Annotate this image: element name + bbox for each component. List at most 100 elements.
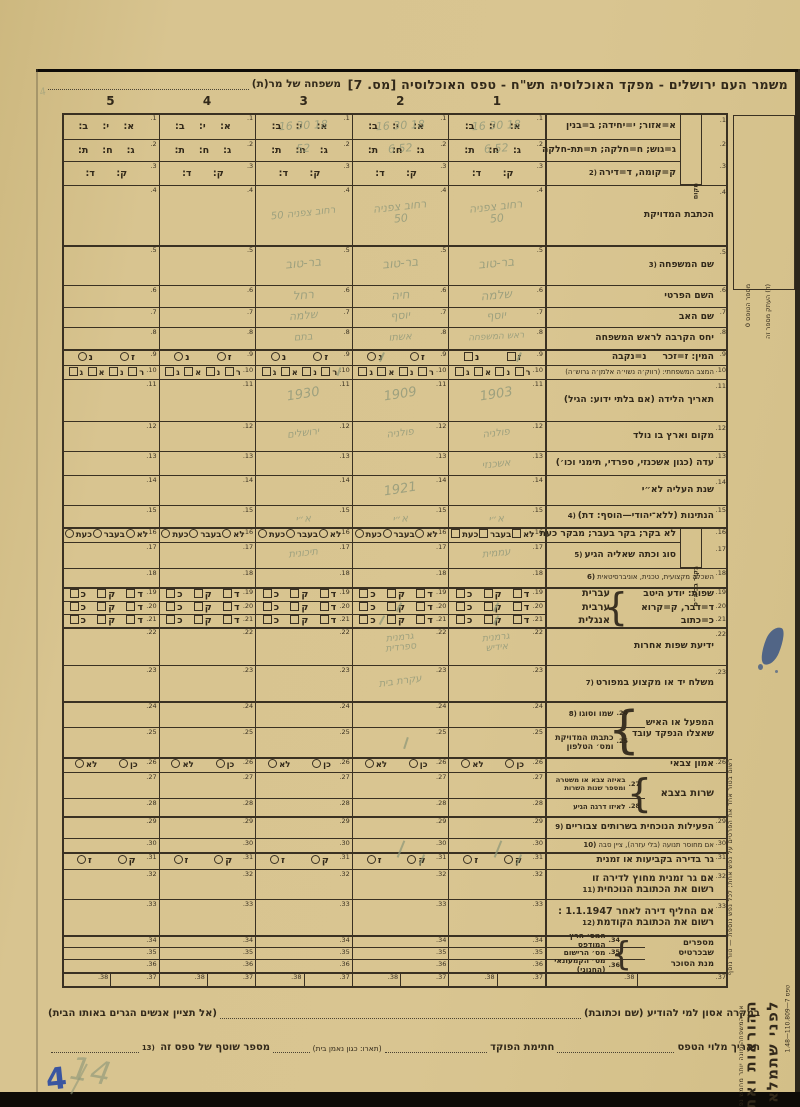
cell-c4-r19[interactable]: .19 ד ק כ xyxy=(159,587,256,601)
cell-c4-r34[interactable]: .34 xyxy=(159,935,256,947)
fill-date-field[interactable] xyxy=(557,1043,675,1053)
cell-c4-r24[interactable]: .24 xyxy=(159,701,256,727)
checkbox-r21-0[interactable] xyxy=(512,615,522,624)
cell-r38-z5[interactable]: .38 xyxy=(624,973,635,981)
cell-c1-r3[interactable]: .3 ק: ד: xyxy=(448,161,545,185)
cell-c1-r36[interactable]: .36 xyxy=(448,959,545,972)
cell-c2-r3[interactable]: .3 ק: ד: xyxy=(352,161,449,185)
cell-c2-r35[interactable]: .35 xyxy=(352,947,449,959)
cell-c3-r35[interactable]: .35 xyxy=(255,947,352,959)
checkbox-r21-2[interactable] xyxy=(166,615,176,624)
cell-c1-r18[interactable]: .18 xyxy=(448,568,545,587)
checkbox-r19-1[interactable] xyxy=(290,588,300,598)
cell-c1-r25[interactable]: .25 xyxy=(448,727,545,757)
cell-c5-r14[interactable]: .14 xyxy=(62,475,159,505)
cell-c4-r36[interactable]: .36 xyxy=(159,959,256,972)
cell-c1-r34[interactable]: .34 xyxy=(448,935,545,947)
cell-c1-r26[interactable]: .26 כן לא xyxy=(448,757,545,772)
checkbox-r10-0[interactable] xyxy=(514,367,524,376)
cell-c1-r14[interactable]: .14 xyxy=(448,475,545,505)
cell-c5-r24[interactable]: .24 xyxy=(62,701,159,727)
cell-c4-r20[interactable]: .20 ד ק כ xyxy=(159,601,256,614)
checkbox-r16-2[interactable] xyxy=(257,529,267,538)
cell-c5-r2[interactable]: .2 ג: ח: ת: xyxy=(62,139,159,161)
checkbox-r26-1[interactable] xyxy=(364,759,374,768)
checkbox-r10-1[interactable] xyxy=(205,367,215,376)
checkbox-r26-0[interactable] xyxy=(408,759,418,768)
checkbox-r10-1[interactable] xyxy=(495,367,505,376)
checkbox-r20-0[interactable] xyxy=(223,602,232,611)
cell-c1-r21[interactable]: .21 ד ק כ xyxy=(448,614,545,627)
cell-c2-r6[interactable]: .6 xyxy=(352,285,449,307)
checkbox-r10-2[interactable] xyxy=(280,367,290,376)
checkbox-r26-1[interactable] xyxy=(461,759,471,768)
cell-c2-r21[interactable]: .21 ד ק כ xyxy=(352,614,449,627)
cell-c4-r13[interactable]: .13 xyxy=(159,451,256,475)
checkbox-r20-1[interactable] xyxy=(387,602,396,611)
checkbox-r10-2[interactable] xyxy=(184,367,194,376)
cell-c4-r16[interactable]: .16 לא בעבר כעת xyxy=(159,527,256,542)
cell-c3-r24[interactable]: .24 xyxy=(255,701,352,727)
cell-c1-r33[interactable]: .33 xyxy=(448,899,545,935)
cell-c4-r11[interactable]: .11 xyxy=(159,379,256,421)
checkbox-r26-0[interactable] xyxy=(505,759,515,768)
cell-c1-r32[interactable]: .32 xyxy=(448,869,545,899)
cell-r38-z1[interactable]: .38 xyxy=(194,973,205,981)
cell-c2-r1[interactable]: .1 א: י: ב: xyxy=(352,113,449,139)
checkbox-r31-0[interactable] xyxy=(214,855,224,864)
checkbox-r21-1[interactable] xyxy=(193,615,203,624)
cell-r38-z3[interactable]: .38 xyxy=(387,973,399,981)
checkbox-r19-0[interactable] xyxy=(319,588,329,598)
cell-c3-r28[interactable]: .28 xyxy=(255,798,352,816)
checkbox-r20-0[interactable] xyxy=(416,602,426,611)
checkbox-r10-3[interactable] xyxy=(358,367,368,376)
cell-c4-r26[interactable]: .26 כן לא xyxy=(159,757,256,772)
cell-c1-r10[interactable]: .10 ר נ א ג xyxy=(448,365,545,379)
cell-c4-r22[interactable]: .22 xyxy=(159,627,256,665)
cell-c4-r6[interactable]: .6 xyxy=(159,285,256,307)
checkbox-r10-2[interactable] xyxy=(474,367,484,376)
checkbox-r31-1[interactable] xyxy=(76,855,86,864)
cell-c1-r7[interactable]: .7 xyxy=(448,307,545,327)
cell-c3-r3[interactable]: .3 ק: ד: xyxy=(255,161,352,185)
cell-r37-z3[interactable]: .37 xyxy=(436,973,447,981)
cell-c2-r10[interactable]: .10 ר נ א ג xyxy=(352,365,449,379)
cell-c5-r26[interactable]: .26 כן לא xyxy=(62,757,159,772)
checkbox-r20-2[interactable] xyxy=(69,602,79,611)
checkbox-r10-3[interactable] xyxy=(68,367,78,376)
checkbox-r10-2[interactable] xyxy=(87,367,97,376)
cell-c5-r7[interactable]: .7 xyxy=(62,307,159,327)
checkbox-r21-1[interactable] xyxy=(290,615,300,624)
cell-c3-r21[interactable]: .21 ד ק כ xyxy=(255,614,352,627)
checkbox-r19-1[interactable] xyxy=(97,588,107,598)
cell-c3-r5[interactable]: .5 xyxy=(255,245,352,285)
cell-c3-r10[interactable]: .10 ר נ א ג xyxy=(255,365,352,379)
checkbox-r16-1[interactable] xyxy=(479,529,489,538)
cell-c5-r22[interactable]: .22 xyxy=(62,627,159,665)
cell-r37-z5[interactable]: .37 xyxy=(715,973,726,981)
cell-c1-r13[interactable]: .13 xyxy=(448,451,545,475)
cell-c2-r20[interactable]: .20 ד ק כ xyxy=(352,601,449,614)
cell-c5-r10[interactable]: .10 ר נ א ג xyxy=(62,365,159,379)
checkbox-r31-1[interactable] xyxy=(173,855,183,864)
checkbox-r16-1[interactable] xyxy=(189,529,199,538)
checkbox-r16-0[interactable] xyxy=(511,529,521,538)
checkbox-r31-1[interactable] xyxy=(366,855,376,864)
checkbox-r20-2[interactable] xyxy=(359,602,369,611)
checkbox-r20-0[interactable] xyxy=(512,602,522,611)
checkbox-r19-1[interactable] xyxy=(193,588,203,598)
checkbox-r21-0[interactable] xyxy=(319,615,329,624)
cell-c2-r34[interactable]: .34 xyxy=(352,935,449,947)
cell-c2-r4[interactable]: .4 xyxy=(352,185,449,245)
emergency-field[interactable] xyxy=(219,1009,582,1019)
cell-c5-r3[interactable]: .3 ק: ד: xyxy=(62,161,159,185)
cell-c3-r36[interactable]: .36 xyxy=(255,959,352,972)
checkbox-r10-0[interactable] xyxy=(128,367,138,376)
checkbox-r19-0[interactable] xyxy=(416,588,426,598)
checkbox-r16-1[interactable] xyxy=(382,529,392,538)
cell-c3-r1[interactable]: .1 א: י: ב: xyxy=(255,113,352,139)
cell-r38-z0[interactable]: .38 xyxy=(97,973,109,981)
checkbox-r19-0[interactable] xyxy=(223,588,232,598)
cell-c3-r2[interactable]: .2 ג: ח: ת: xyxy=(255,139,352,161)
cell-r37-z2[interactable]: .37 xyxy=(339,973,350,981)
